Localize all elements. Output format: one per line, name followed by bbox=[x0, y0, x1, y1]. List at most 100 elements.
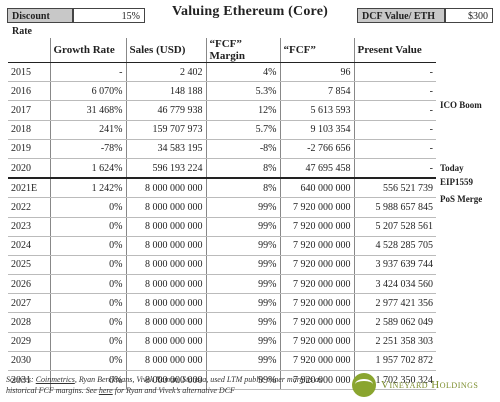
value-cell: 99% bbox=[205, 332, 280, 352]
value-cell: 47 695 458 bbox=[279, 158, 354, 180]
value-cell: 7 920 000 000 bbox=[279, 351, 354, 372]
value-cell: 3 424 034 560 bbox=[353, 274, 436, 295]
column-header-fcf: “FCF” bbox=[279, 38, 354, 63]
value-cell: 0% bbox=[49, 312, 126, 333]
value-cell: 99% bbox=[205, 197, 280, 218]
value-cell: 5 988 657 845 bbox=[353, 197, 436, 218]
value-cell: 99% bbox=[205, 293, 280, 314]
year-cell: 2023 bbox=[8, 217, 50, 237]
note-today: Today bbox=[440, 163, 464, 173]
table-row: 2022 0% 8 000 000 000 99% 7 920 000 000 5 988… bbox=[8, 197, 436, 218]
value-cell: 8 000 000 000 bbox=[125, 351, 206, 372]
value-cell: 5.3% bbox=[205, 81, 280, 102]
value-cell: 8% bbox=[205, 178, 280, 199]
value-cell: 148 188 bbox=[125, 81, 206, 102]
value-cell: 8 000 000 000 bbox=[125, 312, 206, 333]
sources-text: , Ryan Berckmans, Vivek Raman, Statista,… bbox=[6, 375, 322, 395]
discount-rate-value[interactable]: 15% bbox=[73, 8, 145, 23]
table-row: 2018 241% 159 707 973 5.7% 9 103 354- bbox=[8, 120, 436, 140]
year-cell: 2015 bbox=[8, 62, 50, 83]
year-cell: 2026 bbox=[8, 274, 50, 295]
year-cell: 2022 bbox=[8, 197, 50, 218]
year-cell: 2029 bbox=[8, 332, 50, 352]
value-cell: 2 589 062 049 bbox=[353, 312, 436, 333]
table-row: 2024 0% 8 000 000 000 99% 7 920 000 000 4 528… bbox=[8, 236, 436, 256]
value-cell: 7 920 000 000 bbox=[279, 217, 354, 237]
value-cell: 5.7% bbox=[205, 120, 280, 140]
column-header-growth-rate: Growth Rate bbox=[49, 38, 126, 63]
note-ico-boom: ICO Boom bbox=[440, 100, 482, 110]
value-cell: 0% bbox=[49, 332, 126, 352]
value-cell: 1 624% bbox=[49, 158, 126, 180]
value-cell: 7 920 000 000 bbox=[279, 197, 354, 218]
value-cell: 556 521 739 bbox=[353, 178, 436, 199]
table-row: 2026 0% 8 000 000 000 99% 7 920 000 000 3 424… bbox=[8, 274, 436, 295]
value-cell: 1 957 702 872 bbox=[353, 351, 436, 372]
here-link[interactable]: here bbox=[98, 386, 113, 395]
value-cell: -78% bbox=[49, 139, 126, 159]
value-cell: 99% bbox=[205, 236, 280, 256]
year-cell: 2017 bbox=[8, 100, 50, 121]
value-cell: 596 193 224 bbox=[125, 158, 206, 180]
value-cell: 9 103 354 bbox=[279, 120, 354, 140]
note-pos-merge: PoS Merge bbox=[440, 194, 483, 204]
table-row: 2017 31 468% 46 779 938 12% 5 613 593- bbox=[8, 100, 436, 121]
column-header-year bbox=[8, 38, 50, 63]
value-cell: 34 583 195 bbox=[125, 139, 206, 159]
value-cell: 7 920 000 000 bbox=[279, 332, 354, 352]
column-header-sales: Sales (USD) bbox=[125, 38, 206, 63]
value-cell: - bbox=[353, 100, 436, 121]
table-row: 2023 0% 8 000 000 000 99% 7 920 000 000 5 207… bbox=[8, 217, 436, 237]
value-cell: 7 920 000 000 bbox=[279, 293, 354, 314]
dcf-value-value[interactable]: $300 bbox=[445, 8, 493, 23]
year-cell: 2020 bbox=[8, 158, 50, 180]
value-cell: 640 000 000 bbox=[279, 178, 354, 199]
value-cell: 99% bbox=[205, 312, 280, 333]
table-row: 2016 6 070% 148 188 5.3% 7 854- bbox=[8, 81, 436, 102]
year-cell: 2030 bbox=[8, 351, 50, 372]
value-cell: 8 000 000 000 bbox=[125, 197, 206, 218]
sources-prefix: Sources: bbox=[6, 375, 36, 384]
value-cell: 7 920 000 000 bbox=[279, 274, 354, 295]
value-cell: -2 766 656 bbox=[279, 139, 354, 159]
year-cell: 2018 bbox=[8, 120, 50, 140]
value-cell: 2 402 bbox=[125, 62, 206, 83]
value-cell: 7 920 000 000 bbox=[279, 236, 354, 256]
table-header-row: Growth Rate Sales (USD) “FCF” Margin “FC… bbox=[8, 38, 436, 63]
table-row: 2030 0% 8 000 000 000 99% 7 920 000 000 1 957… bbox=[8, 351, 436, 372]
value-cell: 0% bbox=[49, 274, 126, 295]
value-cell: 4% bbox=[205, 62, 280, 83]
value-cell: 0% bbox=[49, 217, 126, 237]
value-cell: 7 854 bbox=[279, 81, 354, 102]
value-cell: 99% bbox=[205, 351, 280, 372]
value-cell: 96 bbox=[279, 62, 354, 83]
year-cell: 2024 bbox=[8, 236, 50, 256]
sources-footnote: Sources: Coinmetrics, Ryan Berckmans, Vi… bbox=[6, 374, 346, 396]
value-cell: 0% bbox=[49, 197, 126, 218]
table-row: 2019 -78% 34 583 195 -8% -2 766 656- bbox=[8, 139, 436, 159]
value-cell: 8% bbox=[205, 158, 280, 180]
year-cell: 2016 bbox=[8, 81, 50, 102]
coinmetrics-link[interactable]: Coinmetrics bbox=[35, 375, 75, 384]
value-cell: - bbox=[353, 62, 436, 83]
value-cell: - bbox=[353, 81, 436, 102]
table-row: 2027 0% 8 000 000 000 99% 7 920 000 000 2 977… bbox=[8, 293, 436, 314]
value-cell: 0% bbox=[49, 236, 126, 256]
value-cell: 8 000 000 000 bbox=[125, 178, 206, 199]
value-cell: 5 207 528 561 bbox=[353, 217, 436, 237]
value-cell: 241% bbox=[49, 120, 126, 140]
note-eip1559: EIP1559 bbox=[440, 177, 474, 187]
value-cell: 5 613 593 bbox=[279, 100, 354, 121]
value-cell: - bbox=[49, 62, 126, 83]
value-cell: 8 000 000 000 bbox=[125, 217, 206, 237]
year-cell: 2027 bbox=[8, 293, 50, 314]
value-cell: 8 000 000 000 bbox=[125, 255, 206, 276]
dcf-value-label: DCF Value/ ETH bbox=[357, 8, 445, 23]
table-row: 2015-2 402 4% 96- bbox=[8, 62, 436, 83]
year-cell: 2028 bbox=[8, 312, 50, 333]
column-header-fcf-margin: “FCF” Margin bbox=[205, 38, 280, 63]
value-cell: 0% bbox=[49, 370, 126, 391]
table-row: 2029 0% 8 000 000 000 99% 7 920 000 000 2 251… bbox=[8, 332, 436, 352]
value-cell: -8% bbox=[205, 139, 280, 159]
value-cell: 8 000 000 000 bbox=[125, 236, 206, 256]
